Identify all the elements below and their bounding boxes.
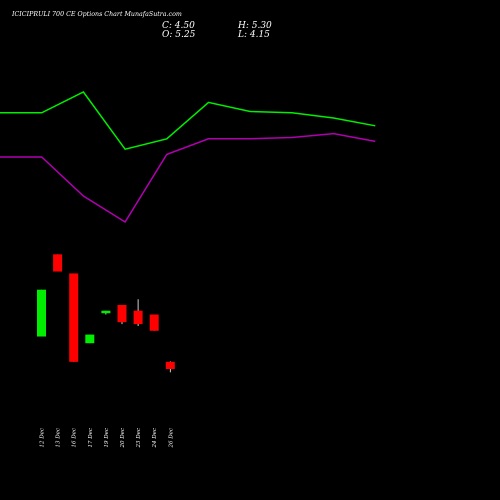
x-axis-tick-labels: 12 Dec 13 Dec 16 Dec 17 Dec 19 Dec 20 Dec 23 D… bbox=[40, 428, 175, 449]
candlestick-series bbox=[37, 254, 175, 373]
high-label: H: 5.30 bbox=[237, 21, 272, 31]
candle-body bbox=[133, 310, 143, 325]
x-tick-label: 16 Dec bbox=[72, 428, 78, 448]
x-tick-label: 19 Dec bbox=[104, 428, 110, 448]
close-label: C: 4.50 bbox=[162, 21, 195, 31]
candle-body bbox=[69, 273, 79, 362]
x-tick-label: 24 Dec bbox=[152, 428, 158, 449]
x-tick-label: 26 Dec bbox=[168, 428, 174, 449]
candle-body bbox=[101, 310, 111, 314]
x-tick-label: 17 Dec bbox=[88, 428, 94, 448]
x-tick-label: 20 Dec bbox=[120, 428, 126, 449]
chart-title: ICICIPRULI 700 CE Options Chart MunafaSu… bbox=[11, 11, 182, 18]
candle-body bbox=[117, 304, 127, 323]
x-tick-label: 12 Dec bbox=[40, 428, 46, 448]
candle-body bbox=[85, 334, 95, 344]
open-label: O: 5.25 bbox=[162, 30, 196, 40]
candle-body bbox=[53, 254, 63, 272]
low-label: L: 4.15 bbox=[237, 30, 270, 40]
x-tick-label: 23 Dec bbox=[136, 428, 142, 449]
candle-body bbox=[149, 314, 159, 331]
candle-body bbox=[165, 361, 175, 369]
series-line-green bbox=[0, 91, 376, 151]
candle-body bbox=[37, 289, 46, 337]
x-tick-label: 13 Dec bbox=[56, 428, 62, 448]
series-line-magenta bbox=[0, 132, 376, 224]
